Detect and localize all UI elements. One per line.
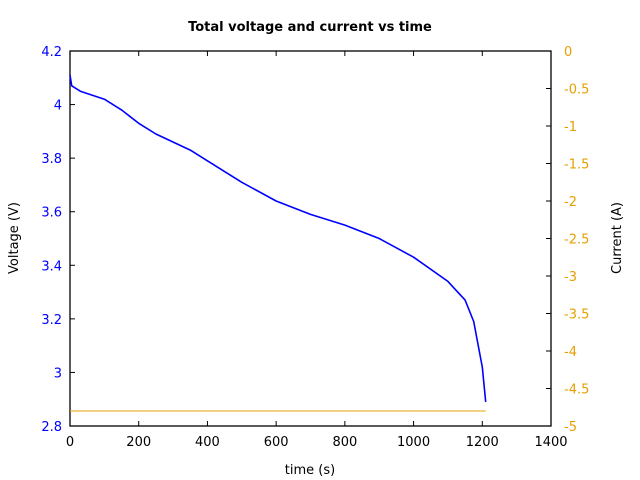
x-tick-label: 1400 [534,435,567,450]
y2-tick-label: -1 [564,120,577,135]
y2-tick-label: -1.5 [564,158,589,173]
x-tick-label: 400 [195,435,220,450]
y2-tick-label: -4 [564,345,577,360]
x-tick-label: 800 [332,435,357,450]
plot-area: 0 200 400 600 800 1000 1200 1400 2.8 3 3.2 3.4 3.6 3.… [41,45,589,450]
y-tick-label: 3.4 [41,259,62,274]
y-tick-label: 3.2 [41,313,62,328]
y2-tick-label: 0 [564,45,572,60]
y2-axis-label: Current (A) [610,202,625,274]
x-tick-label: 1000 [397,435,430,450]
series-voltage-line [69,74,487,402]
y2-tick-label: -2 [564,195,577,210]
x-tick-label: 1200 [466,435,499,450]
y-tick-label: 2.8 [41,420,62,435]
y-tick-label: 4.2 [41,45,62,60]
chart-title: Total voltage and current vs time [188,20,432,35]
x-tick-label: 0 [66,435,74,450]
y2-tick-label: -2.5 [564,233,589,248]
y2-tick-label: -4.5 [564,383,589,398]
y2-tick-label: -3 [564,270,577,285]
y2-tick-label: -3.5 [564,308,589,323]
plot-frame [69,50,552,427]
x-axis-label: time (s) [285,463,335,478]
y2-tick-label: -5 [564,420,577,435]
y-tick-label: 3 [54,366,62,381]
y-tick-label: 3.8 [41,152,62,167]
x-tick-label: 200 [126,435,151,450]
x-tick-label: 600 [264,435,289,450]
y2-tick-label: -0.5 [564,83,589,98]
y-axis-label: Voltage (V) [7,202,22,274]
y-tick-label: 3.6 [41,206,62,221]
y-tick-label: 4 [54,99,62,114]
